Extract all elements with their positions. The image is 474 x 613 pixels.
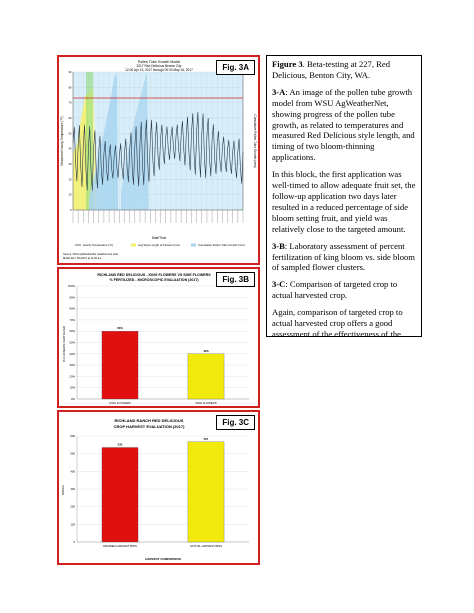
figb-y-axis-label: % FLOWERS FERTILIZED [62,325,66,362]
caption-again-text: Again, comparison of targeted crop to ac… [272,307,403,337]
figc-y-tick-label: 0 [73,540,75,544]
figa-y-tick-label: 60 [69,116,72,120]
figa-y-tick-label: 0 [70,208,72,212]
figa-y-tick-label: 10 [69,193,72,197]
figa-y-tick-label: 30 [69,162,72,166]
caption-block-text: In this block, the first application was… [272,169,416,234]
figb-title-1: RICHLAND RED DELICIOUS - KING FLOWERS VS… [97,273,211,277]
pollen-tube-chart: Pollen Tube Growth Model 2017 Red Delici… [60,60,257,260]
figa-legend-swatch-growth [191,243,196,247]
figc-y-tick-label: 100 [70,522,75,526]
figb-plot: 100% 90% 80% 70% 60% 50% 40% 30% 20% 10% 0% 60% KING… [68,284,249,405]
caption-intro: Figure 3. Beta-testing at 227, Red Delic… [272,59,416,81]
figb-y-tick-label: 50% [69,341,75,345]
figb-y-tick-label: 40% [69,352,75,356]
figa-temperature-line [72,111,244,191]
caption-3c-text: : Comparison of targeted crop to actual … [272,279,398,301]
figb-value-label-0: 60% [117,326,123,330]
caption-figure-label: Figure 3 [272,59,303,69]
figb-y-tick-label: 70% [69,318,75,322]
caption-3a-text: : An image of the pollen tube growth mod… [272,86,415,163]
caption-3b-text: : Laboratory assessment of percent ferti… [272,240,415,273]
figb-bar-0 [101,331,139,400]
figb-bar-1 [187,353,225,400]
figa-x-axis-label: Date/Time [152,236,167,240]
figc-y-axis-label: BINS/A [61,485,65,495]
caption-3b: 3-B: Laboratory assessment of percent fe… [272,241,416,274]
figc-y-tick-label: 200 [70,505,75,509]
figa-title-1: Pollen Tube Growth Model [138,60,181,64]
figc-bar-0 [101,447,139,543]
figa-y-tick-label: 80 [69,85,72,89]
fertilization-bar-chart: RICHLAND RED DELICIOUS - KING FLOWERS VS… [62,273,249,405]
figure-3c-label: Fig. 3C [216,415,255,430]
figb-y-tick-label: 30% [69,363,75,367]
figa-left-axis-label: Measured Hourly Temperature (°F) [60,116,64,165]
figa-cumulative-growth-area [89,72,118,210]
figb-y-tick-label: 100% [68,284,76,288]
figc-y-tick-label: 500 [70,452,75,456]
figc-bar-1 [187,441,225,543]
figa-application-band-1 [86,72,93,210]
figa-source: Source: WSU AgWeatherNet (weather.wsu.ed… [63,252,118,256]
figure-3a-label: Fig. 3A [216,60,255,75]
figc-value-label-1: 567 [204,437,209,441]
figc-value-label-0: 535 [118,442,123,446]
figa-legend-growth: Cumulative Pollen Tube Growth (mm) [198,243,245,247]
caption-figure-text: . Beta-testing at 227, Red Delicious, Be… [272,59,390,80]
figb-y-tick-label: 20% [69,374,75,378]
caption-3a-label: 3-A [272,86,286,97]
figc-y-tick-label: 600 [70,434,75,438]
figa-legend-style: Avg Style Length of Flowers (mm) [138,243,180,247]
figb-y-tick-label: 10% [69,386,75,390]
figure-3b-panel: Fig. 3B RICHLAND RED DELICIOUS - KING FL… [57,267,260,408]
figure-caption: Figure 3. Beta-testing at 227, Red Delic… [266,55,422,337]
figa-y-tick-label: 70 [69,101,72,105]
figa-legend-temp: Hourly Temperature (°F) [83,243,113,247]
caption-3b-label: 3-B [272,240,285,251]
figc-title-1: RICHLAND RANCH RED DELICIOUS [115,418,184,423]
figc-category-label-1: ACTUAL HARVEST BINS [190,544,222,548]
figb-y-tick-label: 80% [69,307,75,311]
figb-y-tick-label: 60% [69,329,75,333]
figa-y-tick-label: 20 [69,177,72,181]
figb-category-label-0: KING FLOWERS [109,401,131,405]
figa-y-ticks: 90 80 70 60 50 40 30 20 10 0 [69,70,72,212]
figa-legend-swatch-style [131,243,136,247]
figc-x-axis-label: HARVEST COMPARISON [145,557,181,561]
figa-y-tick-label: 40 [69,147,72,151]
figa-y-tick-label: 90 [69,70,72,74]
figb-title-2: % FERTILIZED - MICROSCOPIC EVALUATION (2… [109,278,199,282]
figa-title-2: 2017 Red Delicious Benton City [136,64,181,68]
figc-plot: 600 500 400 300 200 100 0 535 DESIRED HARVEST BI… [70,434,249,548]
figb-y-tick-label: 90% [69,295,75,299]
figb-value-label-1: 40% [203,349,209,353]
figure-3a-panel: Fig. 3A Pollen Tube Growth Model 2017 Re… [57,55,260,265]
harvest-bar-chart: RICHLAND RANCH RED DELICIOUS CROP HARVES… [61,418,249,561]
caption-3a: 3-A: An image of the pollen tube growth … [272,87,416,163]
figc-y-tick-label: 300 [70,487,75,491]
figc-y-tick-label: 400 [70,469,75,473]
figb-y-tick-label: 0% [71,397,76,401]
figc-category-label-0: DESIRED HARVEST BINS [103,544,137,548]
caption-3c: 3-C: Comparison of targeted crop to actu… [272,279,416,301]
figure-3b-label: Fig. 3B [216,272,255,287]
figb-category-label-1: SIDE FLOWERS [195,401,216,405]
figa-right-axis-label: Cumulative Pollen Tube Growth (mm) [253,114,257,167]
figa-date-ticks [72,210,244,223]
caption-3c-label: 3-C [272,279,286,290]
figure-3c-panel: Fig. 3C RICHLAND RANCH RED DELICIOUS CRO… [57,410,260,565]
figa-title-3: 12:00 Apr 13, 2017 through 00:00 May 16,… [125,68,193,72]
figa-y-tick-label: 50 [69,131,72,135]
figa-source-2: Model Run: 5/1/2017 at 11:25 am [63,256,101,260]
figc-title-2: CROP HARVEST EVALUATION (2017) [114,424,185,429]
